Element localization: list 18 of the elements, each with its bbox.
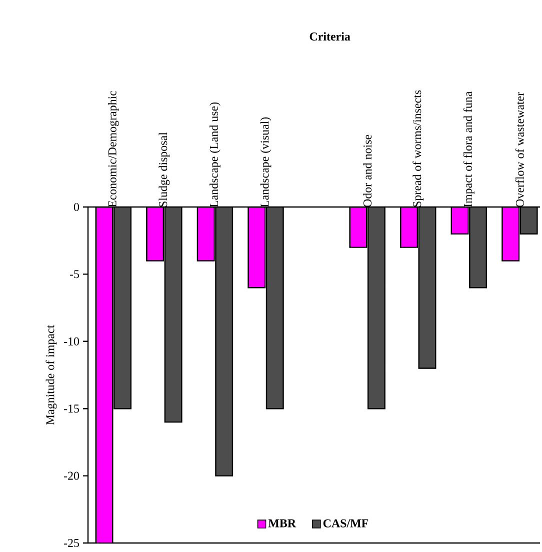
y-tick-label: -25 [64,538,80,548]
x-tick-label: Spread of worms/insects [412,90,424,207]
x-tick-label: Odor and noise [363,134,372,207]
x-tick-label: Landscape (Land use) [210,102,220,208]
legend-label: MBR [268,519,296,528]
legend-label: CAS/MF [323,519,368,528]
x-tick-label: Economic/Demographic [108,90,119,208]
x-tick-label: Impact of flora and funa [463,91,474,208]
y-tick-label: -15 [64,404,80,413]
y-axis-title: Magnitude of impact [46,324,57,425]
x-tick-label: Overflow of wastewater [515,92,524,207]
y-tick-label: -5 [70,270,80,278]
x-tick-label: Sludge disposal [158,132,170,207]
y-tick-label: -10 [64,337,80,346]
x-tick-label: Landscape (visual) [260,117,272,208]
chart-title: Criteria [310,32,350,41]
y-tick-label: 0 [74,202,80,212]
y-tick-label: -20 [64,472,80,480]
